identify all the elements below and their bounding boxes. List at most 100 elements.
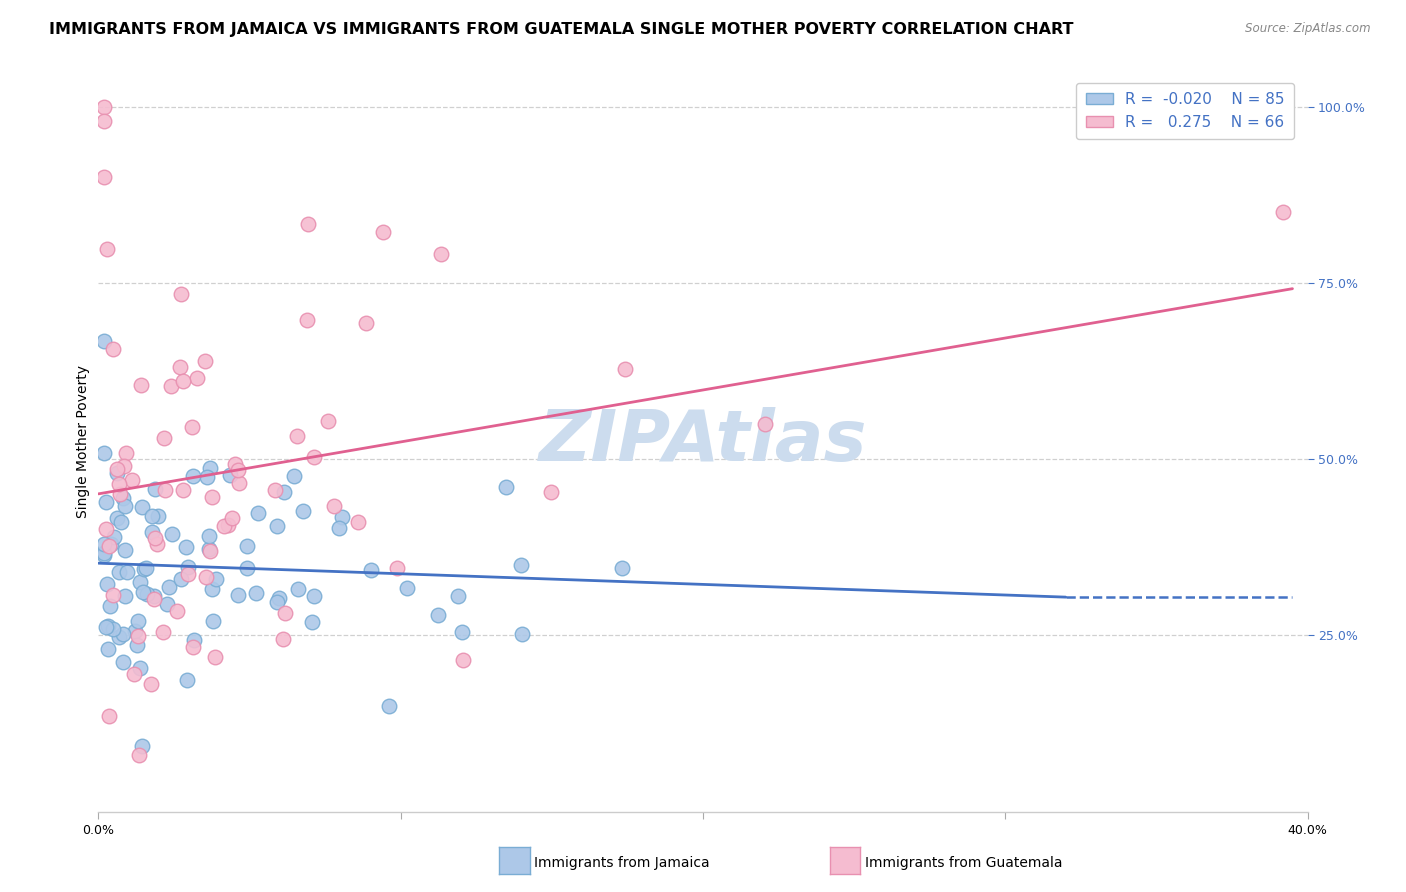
Point bbox=[103, 588, 125, 602]
Point bbox=[197, 529, 219, 543]
Point bbox=[217, 518, 239, 533]
Point bbox=[114, 589, 136, 603]
Point bbox=[172, 483, 194, 497]
Point bbox=[143, 531, 166, 545]
Point bbox=[426, 608, 449, 623]
Point bbox=[93, 446, 115, 460]
Point bbox=[97, 642, 120, 657]
Point bbox=[98, 599, 121, 613]
Point bbox=[200, 582, 222, 597]
Point bbox=[228, 476, 250, 491]
Point bbox=[346, 515, 368, 529]
Point bbox=[111, 491, 134, 505]
Point bbox=[98, 709, 121, 723]
Point bbox=[157, 580, 180, 594]
Point bbox=[146, 509, 169, 524]
Point bbox=[153, 431, 176, 445]
Point bbox=[297, 217, 319, 231]
Point bbox=[283, 469, 305, 483]
Point bbox=[93, 334, 115, 349]
Point bbox=[274, 606, 297, 620]
Point bbox=[495, 479, 517, 493]
Point bbox=[198, 461, 221, 475]
Point bbox=[169, 359, 191, 374]
Point bbox=[224, 457, 246, 471]
Point bbox=[156, 597, 179, 611]
Point bbox=[285, 428, 308, 442]
Point bbox=[613, 362, 636, 376]
Point bbox=[302, 450, 325, 464]
Point bbox=[127, 615, 149, 629]
Point bbox=[132, 562, 155, 576]
Point bbox=[129, 378, 152, 392]
Point bbox=[181, 640, 204, 654]
Point bbox=[152, 625, 174, 640]
Text: ZIPAtlas: ZIPAtlas bbox=[538, 407, 868, 476]
Point bbox=[273, 484, 295, 499]
Point bbox=[212, 518, 235, 533]
Point bbox=[103, 530, 125, 544]
Point bbox=[385, 561, 408, 575]
Point bbox=[221, 511, 243, 525]
Point bbox=[94, 522, 117, 536]
Point bbox=[204, 650, 226, 665]
Point bbox=[540, 485, 562, 500]
Point bbox=[103, 622, 125, 636]
Point bbox=[141, 508, 163, 523]
Point bbox=[127, 629, 149, 643]
Point bbox=[195, 469, 218, 483]
Y-axis label: Single Mother Poverty: Single Mother Poverty bbox=[76, 365, 90, 518]
Point bbox=[93, 113, 115, 128]
Point bbox=[354, 317, 377, 331]
Point bbox=[128, 748, 150, 763]
Point bbox=[153, 483, 176, 497]
Point bbox=[96, 242, 118, 256]
Point bbox=[510, 626, 533, 640]
Point bbox=[115, 446, 138, 460]
Point bbox=[201, 615, 224, 629]
Point bbox=[108, 566, 131, 580]
Point bbox=[96, 619, 118, 633]
Point bbox=[114, 499, 136, 513]
Point bbox=[198, 543, 221, 558]
Point bbox=[111, 656, 134, 670]
Text: Immigrants from Jamaica: Immigrants from Jamaica bbox=[534, 855, 710, 870]
Point bbox=[451, 624, 474, 639]
Point bbox=[166, 604, 188, 618]
Point bbox=[94, 495, 117, 509]
Point bbox=[181, 420, 204, 434]
Point bbox=[143, 592, 166, 607]
Point bbox=[112, 627, 135, 641]
Point bbox=[93, 549, 115, 563]
Point bbox=[103, 342, 125, 356]
Point bbox=[108, 477, 131, 491]
Point bbox=[124, 624, 146, 638]
Point bbox=[371, 225, 394, 239]
Point bbox=[112, 458, 135, 473]
Point bbox=[105, 461, 128, 475]
Point bbox=[97, 539, 120, 553]
Point bbox=[174, 540, 197, 554]
Point bbox=[177, 567, 200, 582]
Point bbox=[395, 581, 418, 595]
Point bbox=[218, 467, 240, 482]
Point bbox=[93, 537, 115, 551]
Point bbox=[170, 572, 193, 586]
Point bbox=[612, 561, 634, 575]
Point bbox=[201, 491, 224, 505]
Point bbox=[110, 516, 132, 530]
Point bbox=[377, 698, 399, 713]
Point bbox=[430, 247, 453, 261]
Point bbox=[205, 572, 228, 586]
Point bbox=[330, 509, 353, 524]
Point bbox=[266, 518, 288, 533]
Point bbox=[125, 638, 148, 652]
Point bbox=[198, 541, 221, 556]
Point bbox=[291, 504, 314, 518]
Point bbox=[323, 499, 346, 513]
Point bbox=[143, 482, 166, 496]
Point bbox=[183, 633, 205, 648]
Point bbox=[139, 677, 162, 691]
Text: IMMIGRANTS FROM JAMAICA VS IMMIGRANTS FROM GUATEMALA SINGLE MOTHER POVERTY CORRE: IMMIGRANTS FROM JAMAICA VS IMMIGRANTS FR… bbox=[49, 22, 1074, 37]
Point bbox=[177, 560, 200, 574]
